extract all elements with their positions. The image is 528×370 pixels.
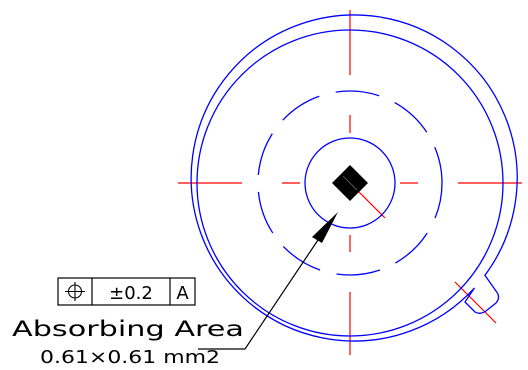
dashed-circle xyxy=(257,90,443,276)
callout-label: Absorbing Area xyxy=(12,317,244,341)
tolerance-value: ±0.2 xyxy=(109,283,153,304)
body-outline xyxy=(190,14,518,342)
leader xyxy=(198,212,338,350)
centerline-diagonal-notch xyxy=(454,281,497,324)
center-circle xyxy=(304,137,396,229)
position-tolerance-icon xyxy=(65,282,85,301)
leader-arrowhead xyxy=(312,212,338,243)
absorbing-area xyxy=(332,165,368,201)
diamond-mark xyxy=(342,175,358,191)
centerlines xyxy=(178,10,522,355)
tolerance-frame-border xyxy=(57,277,196,306)
leader-line xyxy=(198,230,325,350)
outer-circle-with-key xyxy=(190,14,518,342)
tolerance-frame xyxy=(57,277,196,306)
datum-reference: A xyxy=(176,283,189,304)
inner-ring xyxy=(196,29,504,337)
callout-size: 0.61×0.61 mm2 xyxy=(40,347,220,368)
